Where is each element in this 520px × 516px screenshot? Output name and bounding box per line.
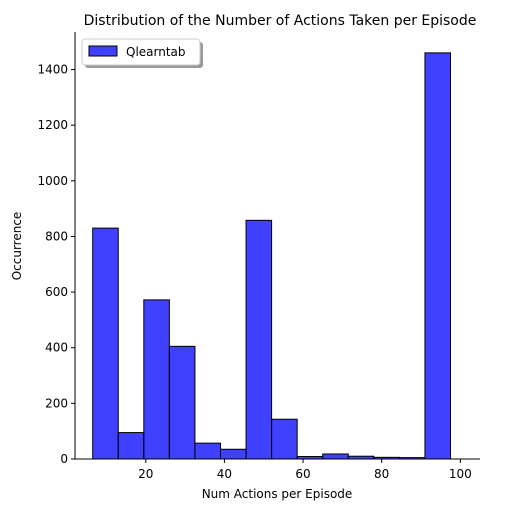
chart-title: Distribution of the Number of Actions Ta… <box>84 13 477 29</box>
y-tick-label: 800 <box>45 229 68 243</box>
axes-layer <box>74 32 480 460</box>
histogram-bar <box>271 418 298 460</box>
y-tick-label: 1000 <box>37 174 68 188</box>
histogram-bar <box>322 453 349 460</box>
histogram-bar <box>168 345 196 460</box>
x-tick-label: 40 <box>217 467 232 481</box>
x-tick-label: 60 <box>295 467 310 481</box>
histogram-bar <box>194 442 221 460</box>
x-axis-label: Num Actions per Episode <box>202 487 353 501</box>
histogram-bar <box>92 227 119 460</box>
histogram-bar <box>117 432 145 460</box>
y-tick-label: 0 <box>60 452 68 466</box>
legend: Qlearntab <box>81 38 203 68</box>
y-axis-label: Occurrence <box>10 212 24 281</box>
x-tick-label: 100 <box>449 467 472 481</box>
y-tick-label: 1400 <box>37 63 68 77</box>
x-ticks: 20 40 60 80 100 <box>138 459 472 481</box>
y-tick-label: 600 <box>45 285 68 299</box>
y-tick-label: 200 <box>45 396 68 410</box>
histogram-bar <box>143 299 170 460</box>
histogram-bar <box>245 219 273 460</box>
histogram-bar <box>424 52 452 460</box>
x-tick-label: 80 <box>374 467 389 481</box>
y-ticks: 0 200 400 600 800 1000 1200 1400 <box>37 63 75 466</box>
y-tick-label: 1200 <box>37 118 68 132</box>
legend-swatch-qlearntab <box>88 45 118 57</box>
y-tick-label: 400 <box>45 341 68 355</box>
histogram-bar <box>219 448 247 460</box>
bars-layer <box>92 52 452 460</box>
x-tick-label: 20 <box>138 467 153 481</box>
legend-label-qlearntab: Qlearntab <box>126 45 186 59</box>
